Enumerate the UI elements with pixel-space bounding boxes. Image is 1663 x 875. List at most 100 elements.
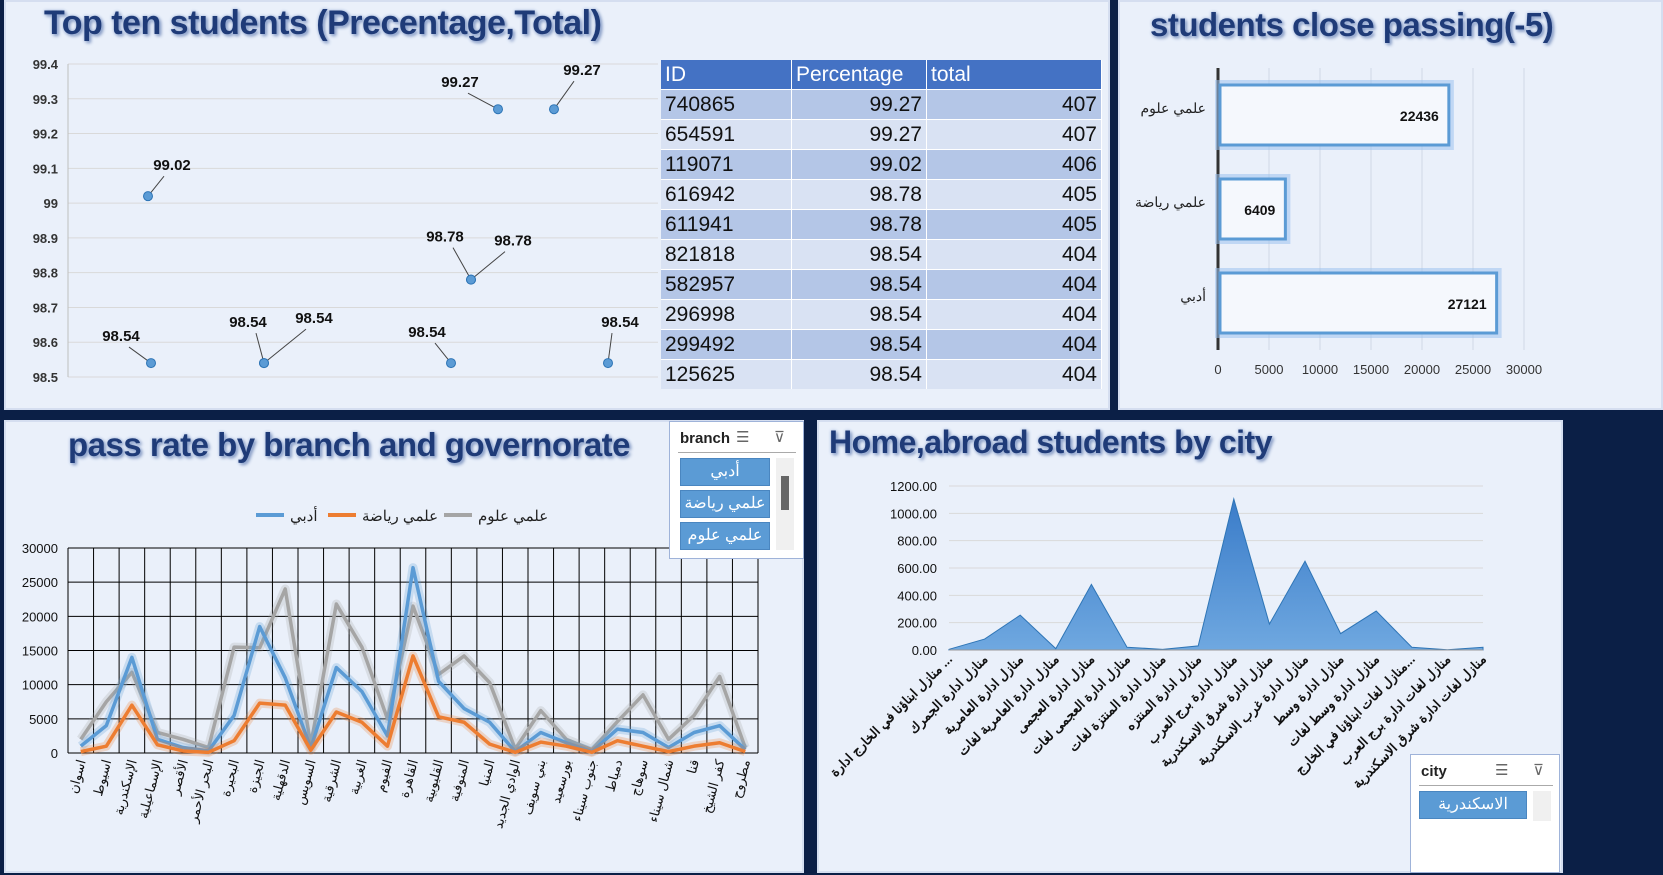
- category-label: كفر الشيخ: [699, 757, 729, 815]
- legend-label: علمي رياضة: [362, 508, 438, 525]
- scatter-point: [259, 358, 269, 369]
- close-pass-title: students close passing(-5): [1150, 6, 1554, 43]
- y-tick-label: 98.8: [33, 266, 58, 281]
- leader-line: [467, 92, 499, 110]
- y-tick-label: 600.00: [897, 561, 937, 576]
- top-ten-scatter: 98.5 98.6 98.7 98.8 98.9 99 99.1 99.2 99.3 99.4 98…: [33, 57, 658, 385]
- cell-total: 404: [926, 329, 1102, 360]
- category-label: مطروح: [728, 758, 754, 800]
- table-row: 821818 98.54 404: [661, 239, 1102, 270]
- y-tick-label: 25000: [22, 575, 58, 590]
- category-label: الإسماعيلية: [135, 758, 166, 820]
- cell-percentage: 98.78: [791, 209, 927, 240]
- scatter-point: [466, 274, 476, 285]
- category-label: المنيا: [476, 758, 497, 788]
- y-tick-label: 99: [44, 196, 58, 211]
- multi-select-icon[interactable]: ☰: [1495, 762, 1509, 779]
- city-slicer-scrollbar[interactable]: [1533, 791, 1551, 821]
- y-tick-label: 1000.00: [890, 506, 937, 521]
- scatter-point: [493, 104, 503, 115]
- scatter-point: [603, 358, 613, 369]
- slicer-scrollbar[interactable]: [776, 458, 794, 550]
- branch-item-riyada[interactable]: علمي رياضة: [680, 490, 770, 518]
- y-tick-label: 98.6: [33, 335, 58, 350]
- x-tick-label: 20000: [1404, 362, 1440, 377]
- clear-filter-icon[interactable]: ⊽: [1533, 762, 1544, 779]
- cell-total: 404: [926, 359, 1102, 389]
- category-label: سوهاج: [627, 758, 652, 798]
- col-total: total: [926, 60, 1102, 90]
- category-label: علمي علوم: [1140, 100, 1206, 117]
- city-slicer[interactable]: city ☰ ⊽ الاسكندرية: [1410, 754, 1560, 873]
- y-tick-label: 0: [51, 746, 58, 761]
- category-label: البحيرة: [218, 758, 243, 799]
- point-label: 98.54: [601, 314, 639, 331]
- branch-slicer-title: branch: [680, 430, 731, 447]
- branch-item-oloom[interactable]: علمي علوم: [680, 522, 770, 550]
- home-abroad-panel: Home,abroad students by city 0.00 200.00 4…: [817, 420, 1563, 873]
- cell-total: 404: [926, 239, 1102, 270]
- cell-total: 406: [926, 149, 1102, 180]
- x-tick-label: 10000: [1302, 362, 1338, 377]
- cell-id: 654591: [661, 119, 792, 150]
- branch-slicer[interactable]: branch ☰ ⊽ أدبي علمي رياضة علمي علوم: [669, 421, 804, 559]
- series-line: [79, 587, 747, 752]
- table-row: 654591 99.27 407: [661, 119, 1102, 150]
- cell-id: 296998: [661, 299, 792, 330]
- category-label: أدبي: [1180, 286, 1206, 304]
- slicer-scroll-thumb[interactable]: [781, 476, 789, 510]
- category-label: الجيزة: [244, 758, 268, 795]
- category-label: الإسكندرية: [111, 758, 141, 817]
- y-tick-label: 98.5: [33, 370, 58, 385]
- table-row: 296998 98.54 404: [661, 299, 1102, 330]
- category-label: اسيوط: [90, 758, 115, 798]
- point-label: 98.78: [494, 233, 532, 250]
- y-tick-label: 200.00: [897, 616, 937, 631]
- scatter-point: [446, 358, 456, 369]
- point-label: 99.27: [563, 62, 601, 79]
- cell-percentage: 98.78: [791, 179, 927, 210]
- home-abroad-area-chart: 0.00 200.00 400.00 600.00 800.00 1000.00 1200.…: [827, 479, 1490, 792]
- cell-id: 299492: [661, 329, 792, 360]
- y-tick-label: 98.9: [33, 231, 58, 246]
- cell-percentage: 98.54: [791, 359, 927, 389]
- bar: [1218, 83, 1451, 147]
- table-row: 616942 98.78 405: [661, 179, 1102, 210]
- city-slicer-title: city: [1421, 763, 1447, 780]
- y-tick-label: 800.00: [897, 534, 937, 549]
- cell-percentage: 99.02: [791, 149, 927, 180]
- y-tick-label: 10000: [22, 678, 58, 693]
- x-tick-label: 25000: [1455, 362, 1491, 377]
- y-tick-label: 0.00: [912, 643, 937, 658]
- x-tick-label: 30000: [1506, 362, 1542, 377]
- city-item-alexandria[interactable]: الاسكندرية: [1419, 791, 1527, 819]
- table-row: 119071 99.02 406: [661, 149, 1102, 180]
- clear-filter-icon[interactable]: ⊽: [774, 429, 785, 446]
- cell-total: 405: [926, 209, 1102, 240]
- y-tick-label: 99.2: [33, 127, 58, 142]
- leader-line: [470, 251, 506, 281]
- legend-label: أدبي: [290, 506, 318, 525]
- leader-line: [263, 328, 307, 364]
- x-tick-label: 5000: [1255, 362, 1284, 377]
- y-tick-label: 15000: [22, 644, 58, 659]
- multi-select-icon[interactable]: ☰: [736, 429, 750, 446]
- cell-total: 404: [926, 299, 1102, 330]
- cell-total: 405: [926, 179, 1102, 210]
- category-label: اسوان: [65, 758, 89, 795]
- cell-id: 821818: [661, 239, 792, 270]
- scatter-point: [143, 191, 153, 202]
- top-ten-table: ID Percentage total 740865 99.27 407 654591…: [661, 60, 1102, 389]
- close-pass-bar-chart: 0 5000 10000 15000 20000 25000 30000 22436 علمي …: [1135, 68, 1542, 377]
- cell-id: 119071: [661, 149, 792, 180]
- x-tick-label: 0: [1214, 362, 1221, 377]
- cell-percentage: 98.54: [791, 329, 927, 360]
- cell-id: 125625: [661, 359, 792, 389]
- category-label: جنوب سيناء: [569, 758, 601, 823]
- y-tick-label: 30000: [22, 541, 58, 556]
- leader-line: [607, 333, 613, 364]
- point-label: 98.78: [426, 229, 464, 246]
- cell-percentage: 98.54: [791, 269, 927, 300]
- branch-item-adabi[interactable]: أدبي: [680, 458, 770, 486]
- category-label: بورسعيد: [548, 758, 575, 805]
